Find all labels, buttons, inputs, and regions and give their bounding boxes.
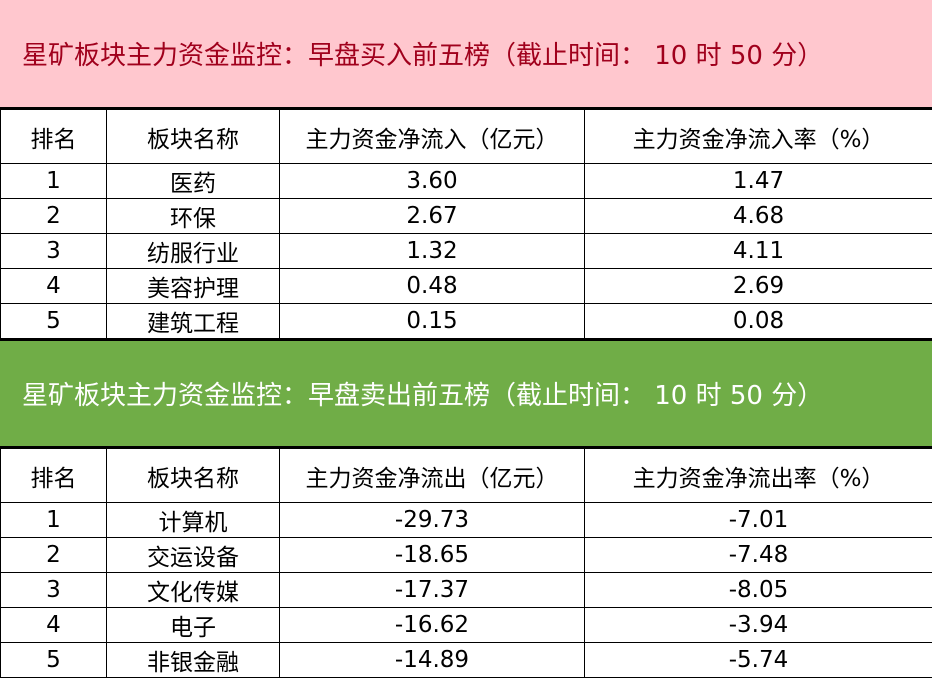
table-cell: 0.08 xyxy=(584,303,932,339)
table-cell: 美容护理 xyxy=(106,268,280,304)
sell-table: 排名 板块名称 主力资金净流出（亿元） 主力资金净流出率（%） 1 计算机 -29.73 -7… xyxy=(0,448,932,678)
table-cell: 1.47 xyxy=(584,163,932,199)
table-cell: 4 xyxy=(0,607,107,643)
buy-table: 排名 板块名称 主力资金净流入（亿元） 主力资金净流入率（%） 1 医药 3.60 1.47 2… xyxy=(0,109,932,339)
table-cell: 4.68 xyxy=(584,198,932,234)
table-row: 1 计算机 -29.73 -7.01 xyxy=(0,502,932,538)
header-row: 排名 板块名称 主力资金净流出（亿元） 主力资金净流出率（%） xyxy=(0,448,932,503)
table-cell: 3 xyxy=(0,233,107,269)
table-cell: 交运设备 xyxy=(106,537,280,573)
column-header: 排名 xyxy=(0,448,107,503)
table-row: 4 美容护理 0.48 2.69 xyxy=(0,268,932,304)
table-cell: 1.32 xyxy=(279,233,585,269)
table-cell: -29.73 xyxy=(279,502,585,538)
header-row: 排名 板块名称 主力资金净流入（亿元） 主力资金净流入率（%） xyxy=(0,109,932,164)
table-cell: -17.37 xyxy=(279,572,585,608)
sell-title: 星矿板块主力资金监控：早盘卖出前五榜（截止时间： 10 时 50 分） xyxy=(0,339,932,448)
table-cell: 1 xyxy=(0,502,107,538)
table-cell: 文化传媒 xyxy=(106,572,280,608)
table-row: 3 纺服行业 1.32 4.11 xyxy=(0,233,932,269)
table-cell: -18.65 xyxy=(279,537,585,573)
table-cell: 电子 xyxy=(106,607,280,643)
buy-title: 星矿板块主力资金监控：早盘买入前五榜（截止时间： 10 时 50 分） xyxy=(0,0,932,109)
table-cell: 2 xyxy=(0,198,107,234)
table-cell: -16.62 xyxy=(279,607,585,643)
table-cell: -14.89 xyxy=(279,642,585,678)
table-cell: 0.15 xyxy=(279,303,585,339)
table-cell: -7.48 xyxy=(584,537,932,573)
table-row: 2 环保 2.67 4.68 xyxy=(0,198,932,234)
table-row: 4 电子 -16.62 -3.94 xyxy=(0,607,932,643)
column-header: 排名 xyxy=(0,109,107,164)
table-cell: 2.69 xyxy=(584,268,932,304)
table-row: 2 交运设备 -18.65 -7.48 xyxy=(0,537,932,573)
column-header: 板块名称 xyxy=(106,448,280,503)
table-cell: 非银金融 xyxy=(106,642,280,678)
table-row: 5 非银金融 -14.89 -5.74 xyxy=(0,642,932,678)
column-header: 主力资金净流入（亿元） xyxy=(279,109,585,164)
table-cell: 纺服行业 xyxy=(106,233,280,269)
table-cell: -8.05 xyxy=(584,572,932,608)
column-header: 主力资金净流出率（%） xyxy=(584,448,932,503)
table-row: 3 文化传媒 -17.37 -8.05 xyxy=(0,572,932,608)
table-row: 1 医药 3.60 1.47 xyxy=(0,163,932,199)
table-cell: 3 xyxy=(0,572,107,608)
table-cell: 2 xyxy=(0,537,107,573)
table-cell: 5 xyxy=(0,303,107,339)
table-cell: 计算机 xyxy=(106,502,280,538)
column-header: 主力资金净流出（亿元） xyxy=(279,448,585,503)
table-cell: 4.11 xyxy=(584,233,932,269)
column-header: 主力资金净流入率（%） xyxy=(584,109,932,164)
column-header: 板块名称 xyxy=(106,109,280,164)
table-cell: -3.94 xyxy=(584,607,932,643)
table-cell: 2.67 xyxy=(279,198,585,234)
table-cell: -5.74 xyxy=(584,642,932,678)
table-row: 5 建筑工程 0.15 0.08 xyxy=(0,303,932,339)
table-cell: 环保 xyxy=(106,198,280,234)
table-cell: 医药 xyxy=(106,163,280,199)
table-cell: 5 xyxy=(0,642,107,678)
table-cell: 4 xyxy=(0,268,107,304)
table-cell: 1 xyxy=(0,163,107,199)
table-cell: 0.48 xyxy=(279,268,585,304)
table-cell: -7.01 xyxy=(584,502,932,538)
table-cell: 建筑工程 xyxy=(106,303,280,339)
table-cell: 3.60 xyxy=(279,163,585,199)
